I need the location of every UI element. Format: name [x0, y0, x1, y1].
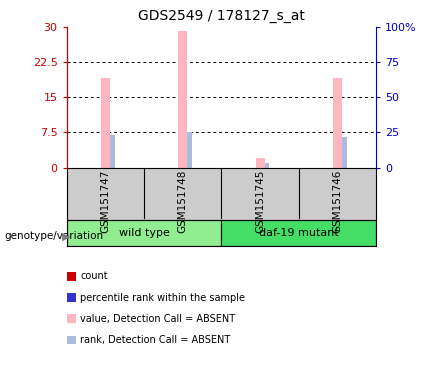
Bar [333, 78, 342, 167]
Text: ▶: ▶ [61, 231, 70, 241]
Text: rank, Detection Call = ABSENT: rank, Detection Call = ABSENT [80, 335, 230, 345]
Text: GSM151748: GSM151748 [178, 170, 188, 233]
Text: wild type: wild type [119, 228, 169, 238]
Bar [67, 220, 221, 246]
Title: GDS2549 / 178127_s_at: GDS2549 / 178127_s_at [138, 9, 305, 23]
Bar [221, 220, 376, 246]
Bar [255, 158, 265, 167]
Text: daf-19 mutant: daf-19 mutant [259, 228, 339, 238]
Bar [265, 163, 270, 167]
Text: count: count [80, 271, 108, 281]
Text: GSM151747: GSM151747 [100, 170, 111, 233]
Bar [342, 137, 347, 167]
Bar [178, 31, 187, 167]
Text: GSM151745: GSM151745 [255, 170, 265, 233]
Text: value, Detection Call = ABSENT: value, Detection Call = ABSENT [80, 314, 236, 324]
Text: GSM151746: GSM151746 [332, 170, 343, 233]
Bar [187, 132, 192, 167]
Text: percentile rank within the sample: percentile rank within the sample [80, 293, 246, 303]
Text: genotype/variation: genotype/variation [4, 231, 104, 241]
Bar [101, 78, 110, 167]
Bar [110, 135, 115, 167]
